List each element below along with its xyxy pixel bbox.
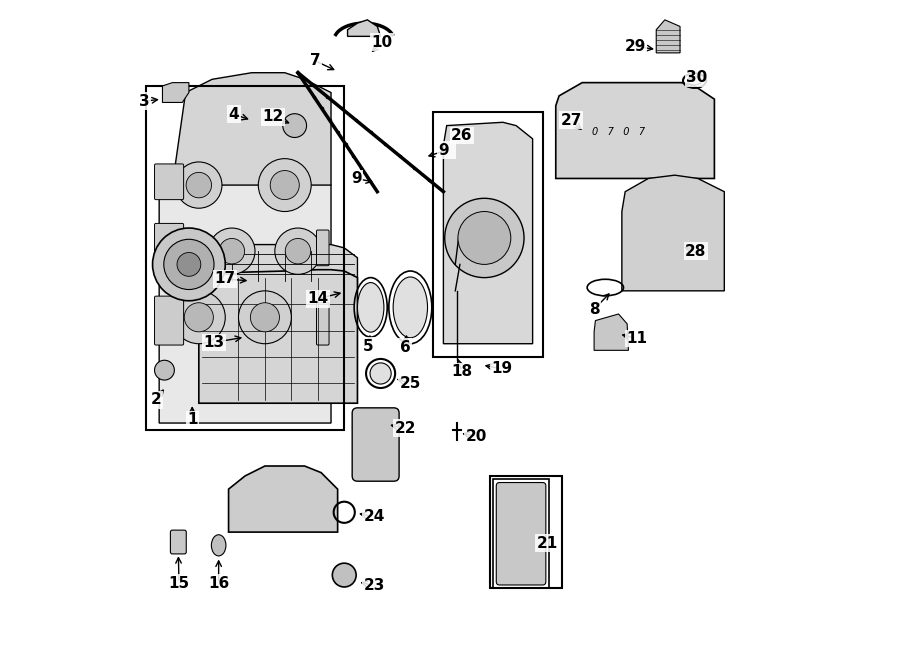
Text: 5: 5: [363, 339, 374, 354]
Bar: [493, 479, 549, 588]
Text: 26: 26: [451, 128, 472, 143]
FancyBboxPatch shape: [155, 223, 184, 266]
FancyBboxPatch shape: [317, 230, 329, 266]
Polygon shape: [159, 145, 331, 423]
Text: 24: 24: [364, 510, 384, 524]
Text: 27: 27: [561, 113, 581, 128]
Polygon shape: [622, 175, 725, 291]
Ellipse shape: [212, 535, 226, 556]
Text: 30: 30: [686, 71, 707, 85]
Polygon shape: [173, 73, 331, 185]
Bar: [434, 112, 543, 357]
Circle shape: [219, 239, 245, 264]
Polygon shape: [199, 270, 357, 403]
Ellipse shape: [357, 282, 384, 332]
Text: 28: 28: [685, 244, 706, 258]
Circle shape: [370, 363, 392, 384]
Circle shape: [177, 253, 201, 276]
Text: 2: 2: [150, 393, 161, 407]
Circle shape: [176, 162, 222, 208]
Text: 9: 9: [351, 171, 362, 186]
Polygon shape: [444, 122, 533, 344]
Circle shape: [184, 303, 213, 332]
Circle shape: [238, 291, 292, 344]
Text: 25: 25: [400, 376, 421, 391]
Ellipse shape: [393, 277, 428, 338]
Circle shape: [270, 171, 300, 200]
FancyBboxPatch shape: [496, 483, 545, 585]
Text: 6: 6: [400, 340, 410, 354]
Circle shape: [186, 173, 211, 198]
Circle shape: [258, 159, 311, 212]
Polygon shape: [656, 20, 680, 53]
Polygon shape: [556, 83, 715, 178]
Text: 17: 17: [215, 272, 236, 286]
Text: 23: 23: [364, 578, 384, 593]
Circle shape: [250, 303, 280, 332]
Circle shape: [164, 239, 214, 290]
Text: 22: 22: [394, 421, 416, 436]
Circle shape: [153, 228, 225, 301]
Text: 20: 20: [466, 429, 487, 444]
Polygon shape: [199, 245, 357, 284]
Text: 14: 14: [307, 292, 328, 306]
Circle shape: [274, 228, 321, 274]
Polygon shape: [229, 466, 338, 532]
Text: 21: 21: [536, 536, 558, 551]
FancyBboxPatch shape: [317, 303, 329, 345]
FancyBboxPatch shape: [155, 296, 184, 345]
Text: 19: 19: [491, 362, 512, 376]
Text: 3: 3: [140, 94, 150, 108]
Ellipse shape: [688, 77, 702, 85]
Text: 4: 4: [229, 107, 239, 122]
Text: 13: 13: [203, 335, 225, 350]
Text: 11: 11: [626, 331, 647, 346]
Text: 29: 29: [625, 39, 646, 54]
Circle shape: [332, 563, 356, 587]
Text: 1: 1: [187, 412, 197, 427]
Polygon shape: [347, 20, 381, 36]
Polygon shape: [594, 314, 628, 350]
Circle shape: [209, 228, 255, 274]
Bar: [490, 476, 562, 588]
Text: 12: 12: [262, 110, 284, 124]
Bar: [146, 86, 344, 430]
Text: 7: 7: [310, 54, 320, 68]
Circle shape: [458, 212, 511, 264]
Circle shape: [155, 360, 175, 380]
Text: 9: 9: [439, 143, 454, 157]
Text: 18: 18: [451, 364, 472, 379]
FancyBboxPatch shape: [170, 530, 186, 554]
Text: 0   7   0   7: 0 7 0 7: [592, 127, 645, 137]
Text: 10: 10: [372, 35, 392, 50]
Circle shape: [285, 239, 310, 264]
Text: 8: 8: [589, 302, 599, 317]
Text: 16: 16: [208, 576, 230, 590]
FancyBboxPatch shape: [352, 408, 399, 481]
FancyBboxPatch shape: [155, 164, 184, 200]
Text: 15: 15: [168, 576, 190, 590]
Polygon shape: [163, 83, 189, 102]
Circle shape: [445, 198, 524, 278]
Circle shape: [173, 291, 225, 344]
Circle shape: [283, 114, 307, 137]
